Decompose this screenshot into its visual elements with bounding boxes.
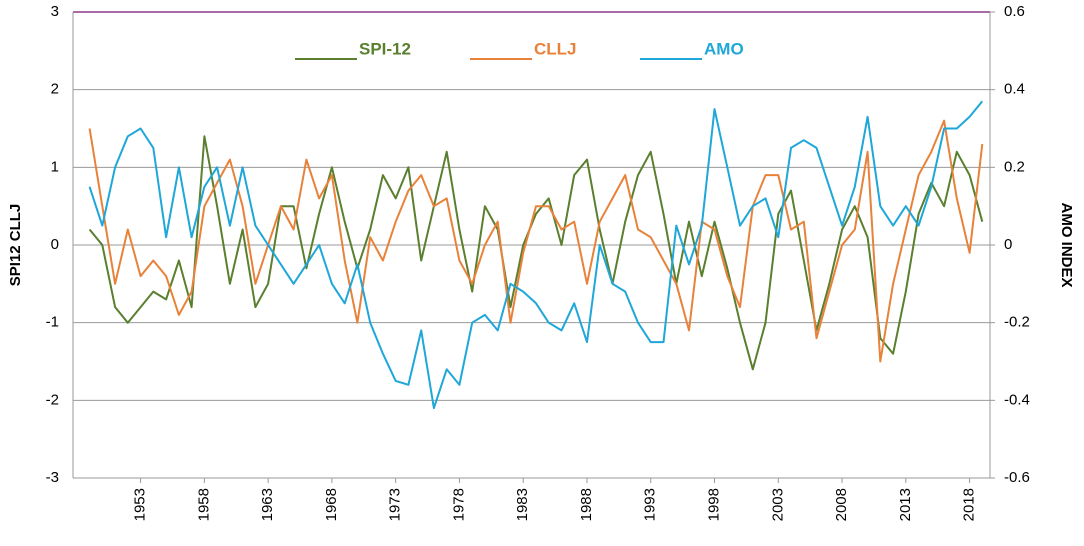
series-line <box>88 100 984 410</box>
x-tick-label: 1993 <box>642 488 659 521</box>
legend-label: AMO <box>704 39 744 58</box>
x-tick-label: 2003 <box>769 488 786 521</box>
x-tick-label: 2018 <box>961 488 978 521</box>
legend-label: SPI-12 <box>359 39 411 58</box>
x-tick-label: 1953 <box>132 488 149 521</box>
y2-tick-label: 0.4 <box>1004 81 1025 98</box>
y-tick-label: 3 <box>51 3 59 20</box>
y-tick-label: 0 <box>51 236 59 253</box>
x-tick-label: 2013 <box>897 488 914 521</box>
x-tick-label: 2008 <box>833 488 850 521</box>
x-tick-label: 1988 <box>578 488 595 521</box>
x-tick-label: 1958 <box>195 488 212 521</box>
y-tick-label: -1 <box>46 314 59 331</box>
y-tick-label: 2 <box>51 81 59 98</box>
y2-tick-label: 0 <box>1004 236 1012 253</box>
legend-label: CLLJ <box>534 39 577 58</box>
series-line <box>88 135 984 371</box>
y2-tick-label: 0.2 <box>1004 158 1025 175</box>
x-tick-label: 1978 <box>450 488 467 521</box>
x-tick-label: 1983 <box>514 488 531 521</box>
y-tick-label: -3 <box>46 469 59 486</box>
x-tick-label: 1973 <box>387 488 404 521</box>
x-tick-label: 1968 <box>323 488 340 521</box>
y-tick-label: 1 <box>51 158 59 175</box>
y2-axis-label: AMO INDEX <box>1058 202 1075 287</box>
x-tick-label: 1998 <box>705 488 722 521</box>
x-tick-label: 1963 <box>259 488 276 521</box>
y2-tick-label: -0.2 <box>1004 314 1030 331</box>
y2-tick-label: 0.6 <box>1004 3 1025 20</box>
y2-tick-label: -0.6 <box>1004 469 1030 486</box>
y2-tick-label: -0.4 <box>1004 391 1030 408</box>
y-axis-label: SPI12 CLLJ <box>7 204 24 287</box>
y-tick-label: -2 <box>46 391 59 408</box>
